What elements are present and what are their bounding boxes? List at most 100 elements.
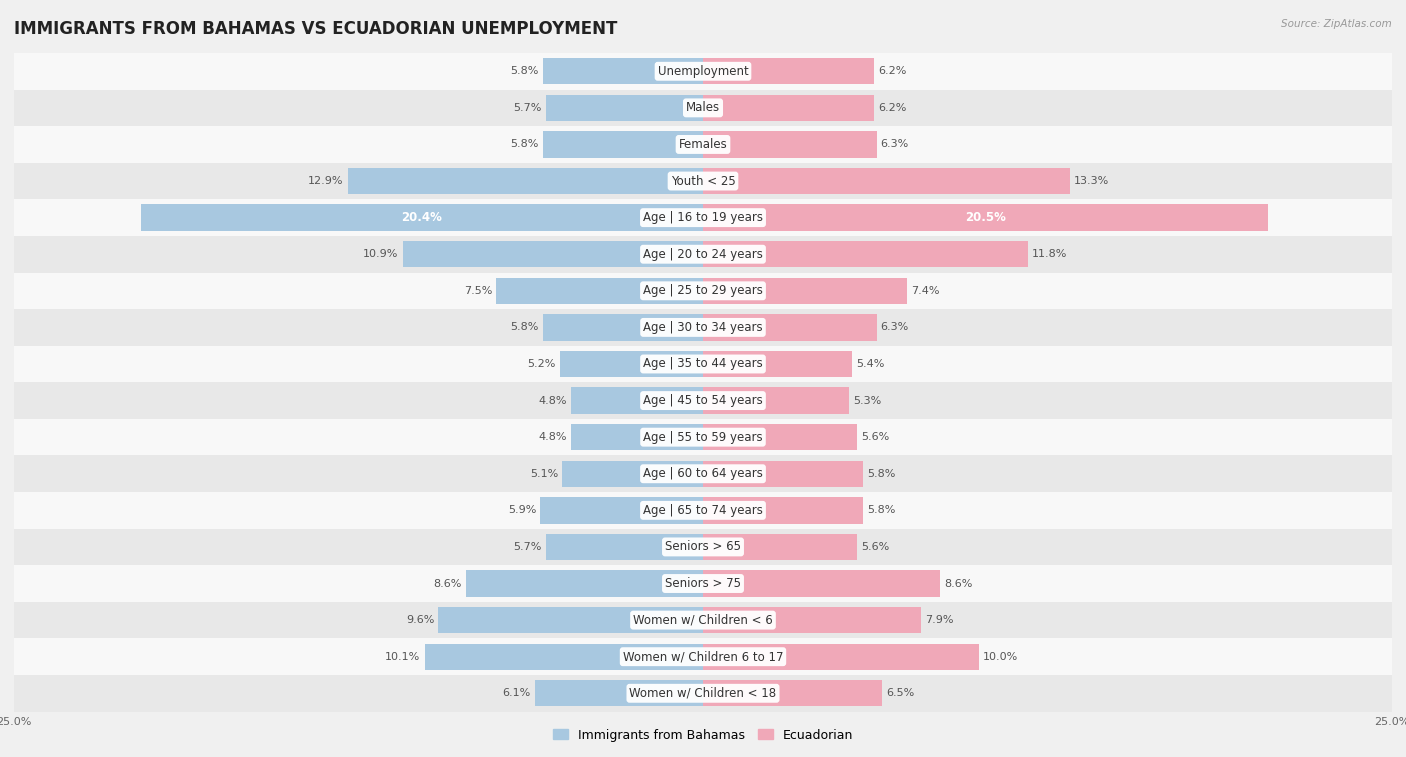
Bar [14,492,1392,528]
Bar [14,126,1392,163]
Text: 5.1%: 5.1% [530,469,558,478]
Text: 5.8%: 5.8% [868,506,896,516]
Bar [14,382,1392,419]
Text: Seniors > 65: Seniors > 65 [665,540,741,553]
Bar [546,95,703,121]
Bar [546,534,703,560]
Bar [534,680,703,706]
Bar [571,388,703,414]
Text: 8.6%: 8.6% [945,578,973,588]
Bar [543,314,703,341]
Text: 5.8%: 5.8% [510,139,538,149]
Bar [703,388,849,414]
Text: 8.6%: 8.6% [433,578,461,588]
Bar [496,278,703,304]
Text: Women w/ Children < 6: Women w/ Children < 6 [633,614,773,627]
Bar [347,168,703,195]
Text: 5.7%: 5.7% [513,103,541,113]
Bar [14,53,1392,89]
Text: 5.2%: 5.2% [527,359,555,369]
Bar [560,350,703,377]
Bar [703,204,1268,231]
Bar [540,497,703,524]
Text: 13.3%: 13.3% [1074,176,1109,186]
Text: 5.6%: 5.6% [862,542,890,552]
Bar [141,204,703,231]
Bar [571,424,703,450]
Bar [703,168,1070,195]
Bar [703,58,875,85]
Text: 9.6%: 9.6% [406,615,434,625]
Bar [703,460,863,487]
Bar [703,497,863,524]
Text: Age | 30 to 34 years: Age | 30 to 34 years [643,321,763,334]
Text: 6.3%: 6.3% [880,139,910,149]
Text: 5.4%: 5.4% [856,359,884,369]
Text: Women w/ Children < 18: Women w/ Children < 18 [630,687,776,699]
Text: Age | 60 to 64 years: Age | 60 to 64 years [643,467,763,480]
Text: Females: Females [679,138,727,151]
Bar [14,346,1392,382]
Bar [703,534,858,560]
Text: 11.8%: 11.8% [1032,249,1067,259]
Text: 5.6%: 5.6% [862,432,890,442]
Text: Age | 45 to 54 years: Age | 45 to 54 years [643,394,763,407]
Bar [703,680,882,706]
Text: 20.5%: 20.5% [965,211,1005,224]
Text: IMMIGRANTS FROM BAHAMAS VS ECUADORIAN UNEMPLOYMENT: IMMIGRANTS FROM BAHAMAS VS ECUADORIAN UN… [14,20,617,38]
Text: 6.2%: 6.2% [877,103,907,113]
Text: Unemployment: Unemployment [658,65,748,78]
Text: 5.7%: 5.7% [513,542,541,552]
Bar [425,643,703,670]
Bar [14,163,1392,199]
Bar [703,607,921,634]
Text: Age | 35 to 44 years: Age | 35 to 44 years [643,357,763,370]
Bar [14,199,1392,236]
Bar [14,528,1392,565]
Text: 6.3%: 6.3% [880,322,910,332]
Text: 7.9%: 7.9% [925,615,953,625]
Text: Age | 25 to 29 years: Age | 25 to 29 years [643,285,763,298]
Bar [703,278,907,304]
Bar [14,89,1392,126]
Text: 5.9%: 5.9% [508,506,536,516]
Bar [402,241,703,267]
Text: 5.8%: 5.8% [510,67,538,76]
Text: 12.9%: 12.9% [308,176,343,186]
Bar [543,58,703,85]
Text: 6.2%: 6.2% [877,67,907,76]
Bar [703,424,858,450]
Text: 4.8%: 4.8% [538,432,567,442]
Bar [14,236,1392,273]
Bar [14,565,1392,602]
Text: 7.4%: 7.4% [911,286,939,296]
Bar [14,602,1392,638]
Bar [14,419,1392,456]
Bar [703,314,876,341]
Bar [703,131,876,157]
Text: 10.0%: 10.0% [983,652,1018,662]
Text: 7.5%: 7.5% [464,286,492,296]
Bar [562,460,703,487]
Text: Youth < 25: Youth < 25 [671,175,735,188]
Bar [703,95,875,121]
Bar [703,350,852,377]
Bar [14,675,1392,712]
Bar [703,570,941,597]
Bar [14,456,1392,492]
Bar [14,638,1392,675]
Text: 10.9%: 10.9% [363,249,398,259]
Text: 5.8%: 5.8% [510,322,538,332]
Text: 10.1%: 10.1% [385,652,420,662]
Bar [439,607,703,634]
Text: Source: ZipAtlas.com: Source: ZipAtlas.com [1281,19,1392,29]
Text: Seniors > 75: Seniors > 75 [665,577,741,590]
Bar [14,273,1392,309]
Text: 6.1%: 6.1% [502,688,531,698]
Legend: Immigrants from Bahamas, Ecuadorian: Immigrants from Bahamas, Ecuadorian [553,728,853,742]
Text: Age | 55 to 59 years: Age | 55 to 59 years [643,431,763,444]
Text: Age | 16 to 19 years: Age | 16 to 19 years [643,211,763,224]
Text: 5.3%: 5.3% [853,396,882,406]
Text: 5.8%: 5.8% [868,469,896,478]
Bar [543,131,703,157]
